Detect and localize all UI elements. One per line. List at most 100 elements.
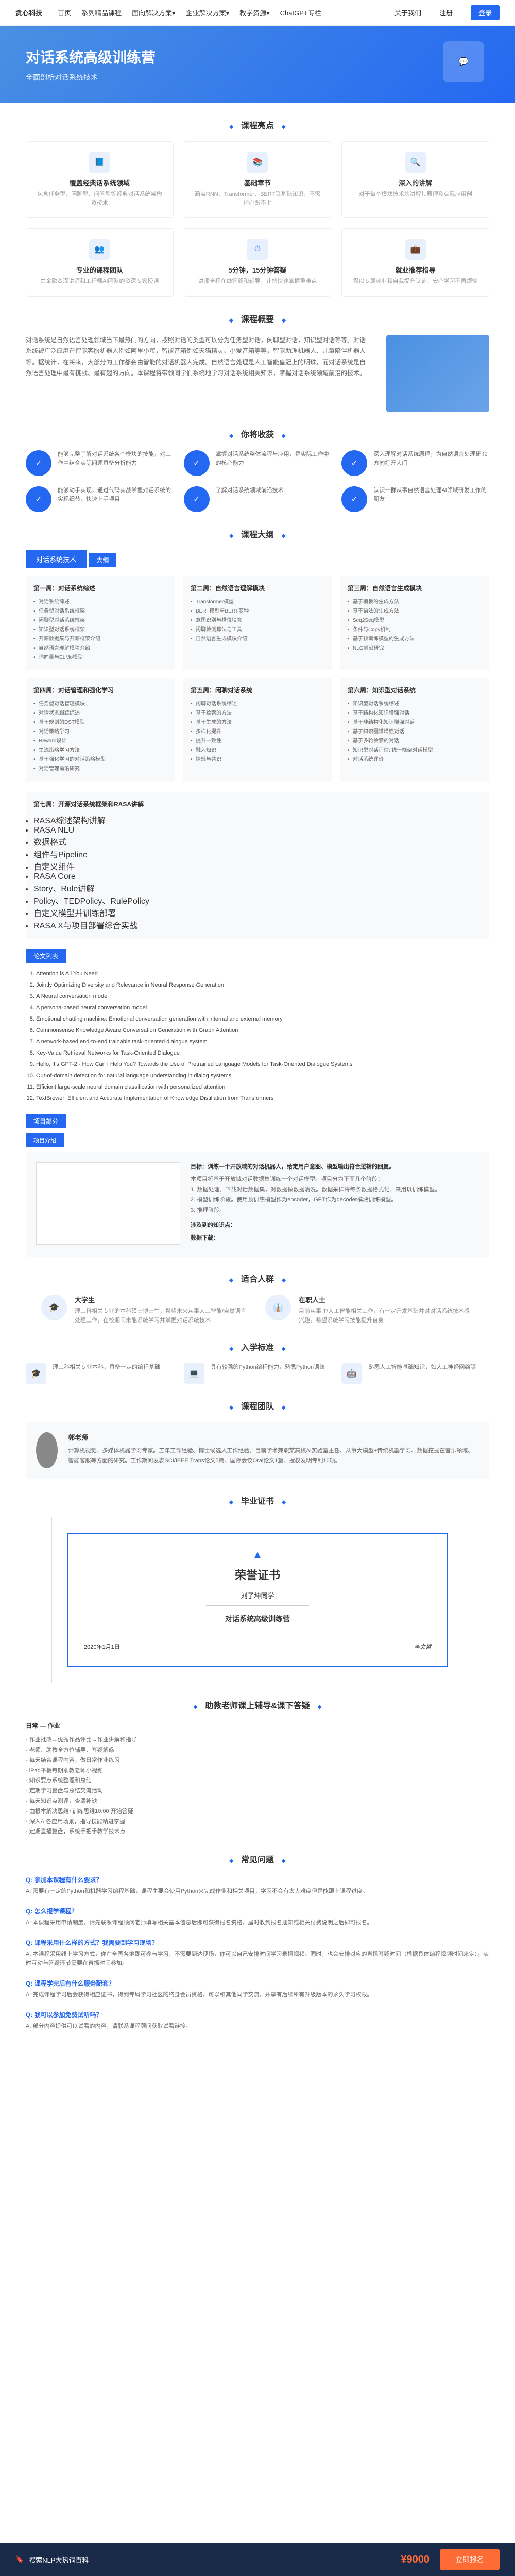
faq-item: Q: 课程采用什么样的方式？我需要到学习现场？A: 本课程采用线上学习方式，你在…: [26, 1938, 489, 1969]
week7-card: 第七周：开源对话系统框架和RASA讲解 RASA综述架构讲解RASA NLU数据…: [26, 792, 489, 939]
feature-card: 📚基础章节涵盖RNN、Transformer、BERT等基础知识，不需担心跟不上: [184, 141, 332, 218]
gain-item: ✓能够完整了解对话系统各个模块的技能，对工作中结合实际问题具备分析能力: [26, 450, 174, 476]
section-highlights: 课程亮点: [0, 118, 515, 131]
faq-block: Q: 参加本课程有什么要求？A: 需要有一定的Python和机器学习编程基础，课…: [0, 1875, 515, 2031]
cert-course-name: 对话系统高级训练营: [84, 1614, 431, 1624]
requirements-grid: 🎓理工科相关专业本科，具备一定的编程基础 💻具有较强的Python编程能力，熟悉…: [0, 1363, 515, 1384]
ai-icon: 🤖: [341, 1363, 362, 1384]
instructor-avatar: [36, 1432, 58, 1468]
gain-item: ✓认识一群从事自然语言处理AI领域研发工作的朋友: [341, 486, 489, 512]
section-audience: 适合人群: [0, 1272, 515, 1284]
nav-chatgpt[interactable]: ChatGPT专栏: [280, 8, 321, 18]
cert-title: 荣誉证书: [84, 1566, 431, 1583]
week-card: 第六周：知识型对话系统知识型对话系统综述基于结构化知识增强对话基于非结构化知识增…: [340, 678, 489, 782]
nav-courses[interactable]: 系列精品课程: [81, 8, 122, 18]
paper-item: Efficient large-scale neural domain clas…: [36, 1081, 489, 1093]
code-icon: 💻: [184, 1363, 204, 1384]
worker-icon: 👔: [265, 1295, 291, 1320]
team-block: 郭老师 计算机视觉、多媒体机器学习专家。五年工作经验、博士候选人工作经验。目前学…: [0, 1422, 515, 1479]
syllabus-header: 对话系统技术: [26, 550, 87, 568]
project-block: 项目介绍 目标：训练一个开放域的对话机器人，给定用户意图、模型输出符合逻辑的回复…: [0, 1133, 515, 1257]
paper-item: Emotional chatting machine: Emotional co…: [36, 1013, 489, 1025]
logo[interactable]: 贪心科技: [15, 8, 42, 18]
top-nav: 贪心科技 首页 系列精品课程 面向解决方案▾ 企业解决方案▾ 教学资源▾ Cha…: [0, 0, 515, 26]
login-button[interactable]: 登录: [471, 5, 500, 20]
nav-home[interactable]: 首页: [58, 8, 71, 18]
week-card: 第一周：对话系统综述对话系统综述任务型对话系统框架闲聊型对话系统框架知识型对话系…: [26, 576, 175, 670]
req-item: 💻具有较强的Python编程能力，熟悉Python语法: [184, 1363, 332, 1384]
overview-image: [386, 335, 489, 412]
course-price: ¥9000: [401, 2554, 430, 2566]
gain-item: ✓深入理解对话系统原理，为自然语言处理研究方向打开大门: [341, 450, 489, 476]
project-label: 项目部分: [26, 1114, 66, 1128]
team-icon: 👥: [89, 239, 110, 260]
cert-date: 2020年1月1日: [84, 1642, 120, 1651]
book-icon: 📘: [89, 152, 110, 173]
cert-signature: 李文哲: [414, 1642, 431, 1651]
paper-item: Commonsense Knowledge Aware Conversation…: [36, 1025, 489, 1036]
footer-tag-icon: 🔖: [15, 2555, 24, 2564]
audience-grid: 🎓大学生理工科相关专业的本科硕士博士生，希望未来从事人工智能/自然语言处理工作，…: [0, 1295, 515, 1325]
check-icon: ✓: [341, 450, 367, 476]
support-block: 日常 — 作业 - 作业批改→优秀作品评比→作业讲解和指导- 老师、助教全方位辅…: [0, 1721, 515, 1837]
paper-item: Key-Value Retrieval Networks for Task-Or…: [36, 1047, 489, 1059]
briefcase-icon: 💼: [405, 239, 426, 260]
nav-resources[interactable]: 教学资源▾: [239, 8, 270, 18]
faq-item: Q: 怎么报学课程？A: 本课程采用申请制度，请先联系课程顾问老师填写相关基本信…: [26, 1907, 489, 1928]
feature-card: 👥专业的课程团队由金融资深讲师和工程师AI团队的资深专家授课: [26, 228, 174, 297]
project-description: 目标：训练一个开放域的对话机器人，给定用户意图、模型输出符合逻辑的回复。 本项目…: [191, 1162, 479, 1247]
paper-item: TextBrewer: Efficient and Accurate Imple…: [36, 1093, 489, 1104]
gains-grid: ✓能够完整了解对话系统各个模块的技能，对工作中结合实际问题具备分析能力 ✓掌握对…: [0, 450, 515, 512]
week-card: 第五周：闲聊对话系统闲聊对话系统综述基于检索的方法基于生成的方法多样化提升提升一…: [183, 678, 332, 782]
nav-solutions[interactable]: 面向解决方案▾: [132, 8, 176, 18]
section-faq: 常见问题: [0, 1853, 515, 1865]
faq-item: Q: 课程学完后有什么服务配套？A: 完成课程学习后会获得相应证书，得到专属学习…: [26, 1979, 489, 2000]
feature-card: 💼就业推荐指导得以专属就业和自我提升认证，安心学习不再烦恼: [341, 228, 489, 297]
req-item: 🎓理工科相关专业本科，具备一定的编程基础: [26, 1363, 174, 1384]
audience-item: 🎓大学生理工科相关专业的本科硕士博士生，希望未来从事人工智能/自然语言处理工作，…: [41, 1295, 250, 1325]
feature-card: ⏱5分钟，15分钟答疑讲师全程在线答疑和辅导，让您快速掌握重难点: [184, 228, 332, 297]
section-overview: 课程概要: [0, 312, 515, 325]
nav-enterprise[interactable]: 企业解决方案▾: [186, 8, 230, 18]
papers-list: Attention is All You NeedJointly Optimiz…: [0, 968, 515, 1104]
cert-logo-icon: ▲: [84, 1549, 431, 1561]
audience-item: 👔在职人士目前从事IT/人工智能相关工作，有一定开发基础并对对话系统技术感兴趣，…: [265, 1295, 474, 1325]
overview-block: 对话系统是自然语言处理领域当下最热门的方向，按照对话的类型可以分为任务型对话，闲…: [0, 335, 515, 412]
section-cert: 毕业证书: [0, 1494, 515, 1506]
paper-item: Hello, It's GPT-2 - How Can I Help You? …: [36, 1059, 489, 1070]
course-subtitle: 全面剖析对话系统技术: [26, 72, 489, 82]
hero-icon: 💬: [443, 41, 484, 82]
nav-register[interactable]: 注册: [439, 8, 453, 18]
nav-about[interactable]: 关于我们: [394, 8, 421, 18]
section-requirements: 入学标准: [0, 1341, 515, 1353]
footer-text: 搜索NLP大热词百科: [29, 2555, 89, 2565]
req-item: 🤖熟悉人工智能基础知识，如人工神经网络等: [341, 1363, 489, 1384]
paper-item: A Neural conversation model: [36, 991, 489, 1002]
paper-item: A network-based end-to-end trainable tas…: [36, 1036, 489, 1047]
gain-item: ✓掌握对话系统整体流程与应用，是实际工作中的核心能力: [184, 450, 332, 476]
features-grid: 📘覆盖经典话系统领域包含任务型、闲聊型、问答型等经典对话系统架构及技术 📚基础章…: [0, 141, 515, 297]
hero-banner: 对话系统高级训练营 全面剖析对话系统技术 💬: [0, 26, 515, 103]
paper-item: Out-of-domain detection for natural lang…: [36, 1070, 489, 1081]
gain-item: ✓了解对话系统领域前沿技术: [184, 486, 332, 512]
instructor-name: 郭老师: [68, 1432, 479, 1442]
section-team: 课程团队: [0, 1399, 515, 1412]
project-tag: 项目介绍: [26, 1133, 64, 1147]
search-icon: 🔍: [405, 152, 426, 173]
sticky-footer: 🔖 搜索NLP大热词百科 ¥9000 立即报名: [0, 2543, 515, 2576]
week-card: 第四周：对话管理和强化学习任务型对话管理模块对话状态跟踪综述基于规则的DST模型…: [26, 678, 175, 782]
papers-label: 论文列表: [26, 949, 66, 963]
check-icon: ✓: [26, 450, 52, 476]
overview-text: 对话系统是自然语言处理领域当下最热门的方向，按照对话的类型可以分为任务型对话，闲…: [26, 335, 371, 379]
course-title: 对话系统高级训练营: [26, 46, 489, 67]
faq-item: Q: 我可以参加免费试听吗？A: 部分内容提供可以试看的内容，请联系课程顾问获取…: [26, 2010, 489, 2031]
check-icon: ✓: [184, 486, 210, 512]
paper-item: Attention is All You Need: [36, 968, 489, 979]
feature-card: 🔍深入的讲解对于每个模块技术均讲解其原理及实际应用例: [341, 141, 489, 218]
enroll-button[interactable]: 立即报名: [440, 2549, 500, 2570]
syllabus-block: 对话系统技术 大纲 第一周：对话系统综述对话系统综述任务型对话系统框架闲聊型对话…: [0, 550, 515, 939]
section-syllabus: 课程大纲: [0, 528, 515, 540]
week-card: 第三周：自然语言生成模块基于模板的生成方法基于语法的生成方法Seq2Seq模型条…: [340, 576, 489, 670]
section-gains: 你将收获: [0, 428, 515, 440]
edu-icon: 🎓: [26, 1363, 46, 1384]
